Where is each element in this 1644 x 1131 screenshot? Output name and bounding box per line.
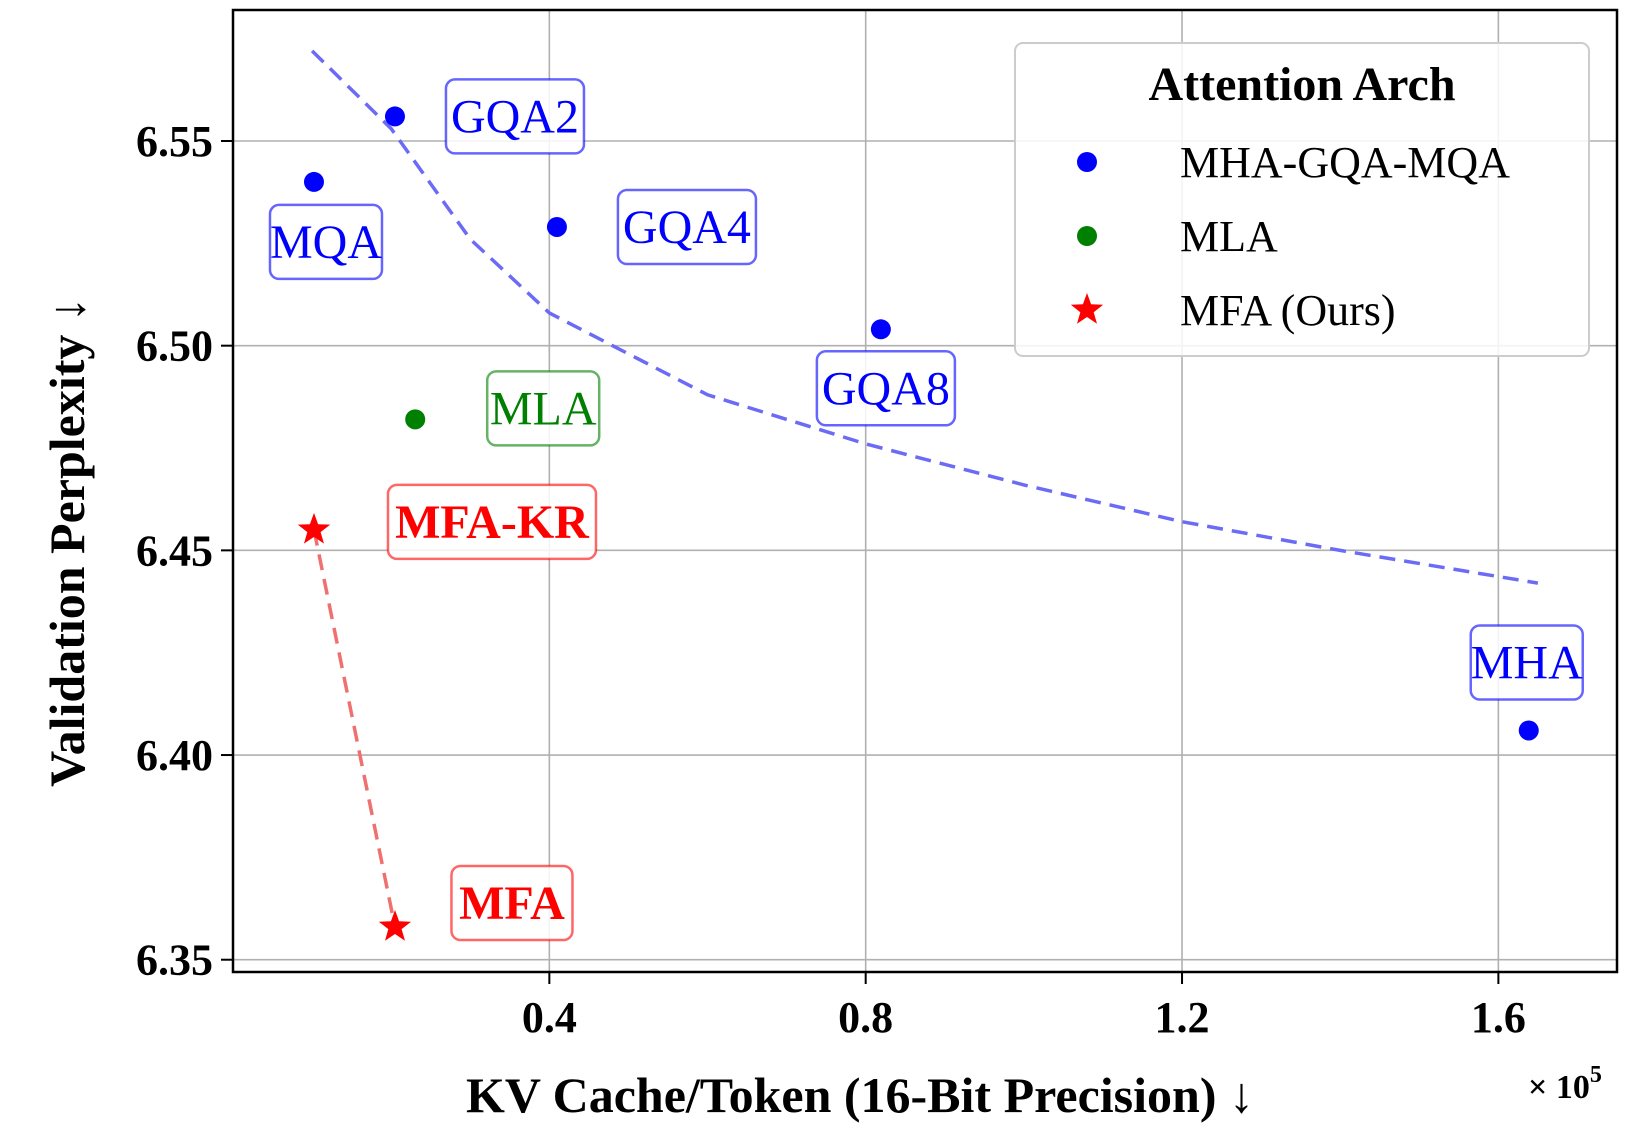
legend-marker-star: [1070, 293, 1104, 324]
annotation-label: MFA-KR: [395, 496, 590, 549]
annotation-box: [386, 483, 598, 561]
annotation-gqa4: GQA4: [616, 188, 758, 266]
annotation-label: GQA2: [451, 90, 579, 143]
x-offset-label: × 105: [1528, 1062, 1602, 1106]
legend-entry: MLA: [1077, 212, 1278, 261]
annotation-box: [1469, 624, 1584, 701]
annotation-gqa2: GQA2: [444, 78, 586, 155]
annotation-mha: MHA: [1469, 624, 1584, 701]
x-offset-exponent: 5: [1590, 1062, 1602, 1088]
x-axis-title: KV Cache/Token (16-Bit Precision) ↓: [466, 1067, 1254, 1123]
trend-line: [310, 49, 1539, 585]
data-point: [303, 171, 324, 192]
data-points: [297, 106, 1539, 941]
data-point-star: [378, 910, 412, 941]
annotation-mqa: MQA: [268, 203, 384, 281]
annotation-mfa-kr: MFA-KR: [386, 483, 598, 561]
x-tick-label: 1.6: [1471, 993, 1526, 1042]
data-point: [405, 409, 426, 430]
x-tick-label: 0.8: [838, 993, 893, 1042]
data-point: [870, 319, 891, 340]
y-tick-label: 6.35: [136, 936, 213, 985]
legend-label: MHA-GQA-MQA: [1180, 138, 1510, 187]
legend-marker: [1077, 226, 1097, 246]
y-axis-title: Validation Perplexity ↓: [39, 297, 95, 787]
annotation-label: GQA4: [623, 201, 751, 254]
legend-title: Attention Arch: [1148, 58, 1455, 111]
annotation-box: [268, 203, 384, 281]
annotation-mla: MLA: [485, 370, 601, 447]
data-point-star: [297, 512, 331, 544]
annotation-gqa8: GQA8: [815, 350, 957, 427]
annotation-box: [485, 370, 601, 447]
legend-box: [1014, 42, 1590, 357]
legend-entries: MHA-GQA-MQA MLA MFA (Ours): [1070, 138, 1510, 335]
trend-lines: [310, 49, 1539, 928]
trend-line: [312, 529, 397, 928]
axis-ticks: 0.4 0.8 1.2 1.6 6.35 6.40 6.45 6.50 6.55: [136, 117, 1526, 1042]
annotation-label: MFA: [459, 877, 565, 930]
x-tick-label: 0.4: [522, 993, 577, 1042]
annotation-box: [450, 864, 574, 942]
legend-label: MLA: [1180, 212, 1278, 261]
plot-frame: [231, 8, 1619, 974]
annotation-label: MHA: [1471, 636, 1583, 689]
y-tick-label: 6.45: [136, 526, 213, 575]
y-tick-label: 6.50: [136, 322, 213, 371]
legend: Attention Arch MHA-GQA-MQA MLA MFA (Ours): [1014, 42, 1590, 357]
annotation-box: [815, 350, 957, 427]
annotation-mfa: MFA: [450, 864, 574, 942]
y-tick-label: 6.40: [136, 731, 213, 780]
annotation-label: MQA: [270, 216, 382, 269]
legend-marker: [1077, 152, 1097, 172]
annotation-label: GQA8: [822, 362, 950, 415]
annotation-label: MLA: [490, 382, 597, 435]
x-tick-label: 1.2: [1155, 993, 1210, 1042]
annotation-box: [444, 78, 586, 155]
legend-entry: MHA-GQA-MQA: [1077, 138, 1510, 187]
y-tick-label: 6.55: [136, 117, 213, 166]
data-point: [1518, 720, 1539, 741]
legend-entry: MFA (Ours): [1070, 286, 1396, 335]
legend-label: MFA (Ours): [1180, 286, 1396, 335]
data-point: [384, 106, 405, 127]
point-annotations: MQA GQA2 GQA4 GQA8 MHA MLA MFA-KR MFA: [268, 78, 1584, 942]
annotation-box: [616, 188, 758, 266]
data-point: [546, 216, 567, 237]
